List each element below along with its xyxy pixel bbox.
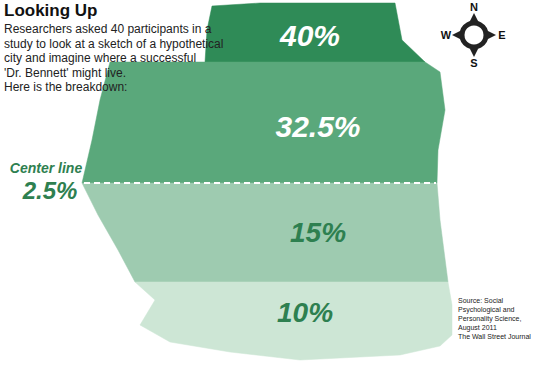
svg-text:Source: Social: Source: Social bbox=[458, 297, 504, 304]
svg-text:S: S bbox=[470, 57, 477, 69]
svg-text:40%: 40% bbox=[279, 19, 340, 52]
svg-text:Here is the breakdown:: Here is the breakdown: bbox=[4, 80, 127, 94]
svg-text:15%: 15% bbox=[290, 217, 346, 248]
svg-text:Looking Up: Looking Up bbox=[4, 1, 97, 20]
svg-text:'Dr. Bennett' might live.: 'Dr. Bennett' might live. bbox=[4, 66, 126, 80]
svg-text:2.5%: 2.5% bbox=[22, 177, 78, 204]
svg-text:The Wall Street Journal: The Wall Street Journal bbox=[458, 333, 531, 340]
svg-text:study to look at a sketch of a: study to look at a sketch of a hypotheti… bbox=[4, 37, 223, 51]
svg-text:E: E bbox=[498, 29, 505, 41]
svg-text:W: W bbox=[441, 29, 452, 41]
svg-text:Center line: Center line bbox=[10, 160, 83, 176]
svg-text:Researchers asked 40 participa: Researchers asked 40 participants in a bbox=[4, 22, 212, 36]
svg-text:32.5%: 32.5% bbox=[275, 110, 360, 143]
svg-text:Personality Science,: Personality Science, bbox=[458, 315, 521, 323]
svg-text:Psychological and: Psychological and bbox=[458, 306, 515, 314]
svg-text:city and imagine where a succe: city and imagine where a successful bbox=[4, 51, 196, 65]
svg-text:10%: 10% bbox=[277, 297, 333, 328]
svg-text:N: N bbox=[470, 1, 478, 13]
svg-text:August 2011: August 2011 bbox=[458, 324, 497, 332]
